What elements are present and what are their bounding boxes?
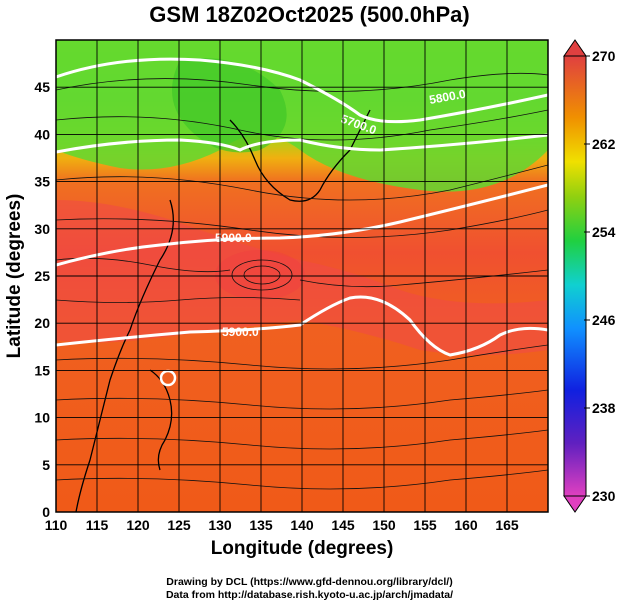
x-tick-label: 155 — [413, 517, 437, 533]
x-tick-label: 145 — [331, 517, 355, 533]
y-tick-label: 10 — [34, 410, 50, 426]
y-tick-label: 0 — [42, 504, 50, 520]
y-tick-label: 20 — [34, 315, 50, 331]
colorbar-tick-label: 254 — [592, 224, 616, 240]
colorbar-tick-label: 270 — [592, 48, 616, 64]
anticyclone-core — [215, 250, 305, 300]
colorbar-tick-label: 262 — [592, 136, 616, 152]
x-tick-label: 130 — [208, 517, 232, 533]
credit-line-data: Data from http://database.rish.kyoto-u.a… — [165, 589, 454, 601]
contour-5800 — [56, 133, 548, 154]
credits: Drawing by DCL (https://www.gfd-dennou.o… — [0, 576, 619, 602]
plot-frame — [55, 39, 549, 513]
contour-label-4: 5900.0 — [222, 325, 259, 339]
typhoon-marker — [159, 369, 177, 387]
y-tick-label: 45 — [34, 79, 50, 95]
grid-lines — [56, 40, 548, 512]
y-tick-label: 30 — [34, 221, 50, 237]
contour-label-3: 5900.0 — [215, 231, 252, 245]
x-tick-label: 115 — [86, 517, 109, 533]
x-tick-labels: 110 115 120 125 130 135 140 145 150 155 160 165 — [45, 517, 519, 533]
y-axis-label: Latitude (degrees) — [4, 194, 25, 359]
y-tick-label: 25 — [34, 268, 50, 284]
colorbar-max-arrow — [563, 39, 587, 57]
contour-5900-north — [56, 183, 548, 267]
x-tick-label: 160 — [454, 517, 478, 533]
colorbar-tick-label: 238 — [592, 400, 616, 416]
cold-core — [172, 58, 287, 153]
coastline-japan — [229, 109, 371, 202]
map-title: GSM 18Z02Oct2025 (500.0hPa) — [149, 2, 470, 27]
x-tick-label: 120 — [126, 517, 150, 533]
colorbar-scale — [563, 55, 587, 497]
colorbar-tick-label: 230 — [592, 488, 616, 504]
y-tick-label: 35 — [34, 174, 50, 190]
credit-line-dcl: Drawing by DCL (https://www.gfd-dennou.o… — [166, 576, 453, 588]
height-contours — [56, 57, 548, 357]
colorbar-min-arrow — [563, 495, 587, 513]
y-tick-label: 40 — [34, 126, 50, 142]
x-tick-label: 150 — [372, 517, 396, 533]
x-tick-label: 110 — [45, 517, 68, 533]
y-tick-labels: 0 5 10 15 20 25 30 35 40 45 — [34, 79, 50, 520]
x-tick-label: 165 — [495, 517, 519, 533]
contour-5700 — [56, 57, 548, 124]
x-axis-label: Longitude (degrees) — [211, 538, 394, 559]
contour-5900-south — [56, 295, 548, 357]
x-tick-label: 135 — [249, 517, 273, 533]
y-tick-label: 15 — [34, 362, 50, 378]
colorbar: 230 238 246 254 262 270 — [563, 39, 616, 513]
contour-label-2: 5800.0 — [428, 87, 467, 107]
y-tick-label: 5 — [42, 457, 50, 473]
colorbar-tick-label: 246 — [592, 312, 616, 328]
x-tick-label: 125 — [167, 517, 191, 533]
wind-streamlines — [56, 72, 548, 490]
x-tick-label: 140 — [290, 517, 314, 533]
coastline-asia — [75, 199, 174, 512]
